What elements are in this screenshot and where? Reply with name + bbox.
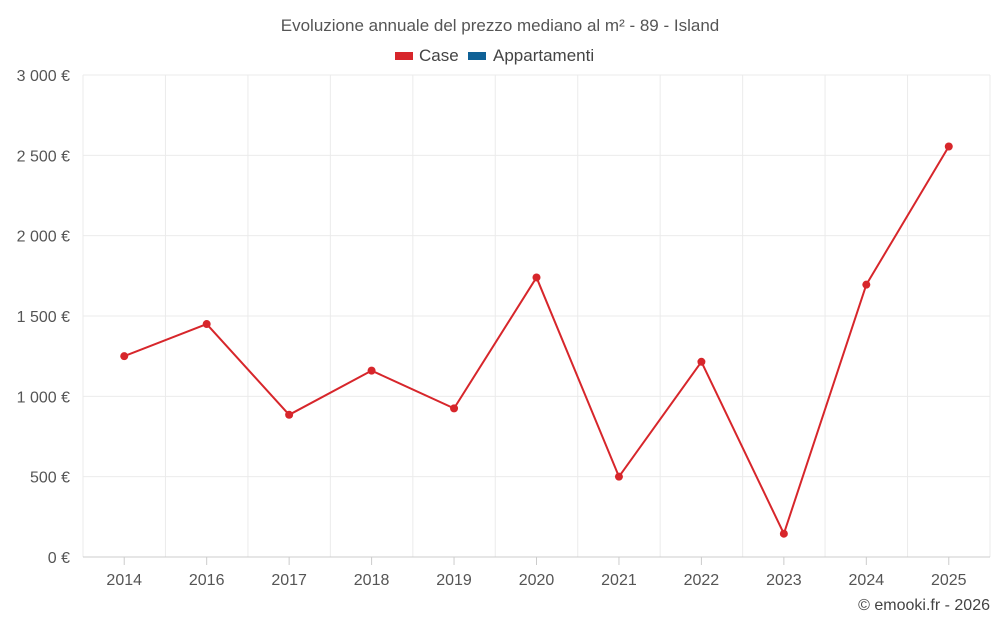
y-tick-label: 3 000 € — [17, 68, 70, 85]
gridlines — [82, 74, 991, 557]
credit-text: © emooki.fr - 2026 — [858, 597, 990, 614]
x-tick-label: 2025 — [931, 572, 967, 589]
data-point[interactable] — [532, 273, 541, 282]
x-tick-label: 2024 — [849, 572, 885, 589]
x-tick-label: 2020 — [519, 572, 555, 589]
legend-item-case[interactable]: Case — [395, 46, 459, 65]
data-point[interactable] — [697, 357, 706, 366]
x-tick-label: 2022 — [684, 572, 720, 589]
legend: Case Appartamenti — [395, 46, 594, 65]
data-point[interactable] — [450, 404, 459, 413]
x-tick-label: 2018 — [354, 572, 390, 589]
data-point[interactable] — [779, 529, 788, 538]
data-point[interactable] — [202, 320, 211, 329]
x-tick-label: 2023 — [766, 572, 802, 589]
y-tick-label: 2 000 € — [17, 229, 70, 246]
y-tick-label: 1 000 € — [17, 389, 70, 406]
chart-title: Evoluzione annuale del prezzo mediano al… — [281, 16, 719, 35]
data-point[interactable] — [120, 352, 129, 361]
data-point[interactable] — [862, 280, 871, 289]
data-point[interactable] — [614, 472, 623, 481]
legend-swatch-appartamenti — [468, 52, 486, 60]
legend-label-appartamenti: Appartamenti — [493, 46, 594, 65]
x-tick-label: 2014 — [106, 572, 142, 589]
data-point[interactable] — [944, 142, 953, 151]
y-tick-label: 500 € — [30, 470, 70, 487]
legend-item-appartamenti[interactable]: Appartamenti — [468, 46, 594, 65]
data-point[interactable] — [285, 410, 294, 419]
x-tick-label: 2019 — [436, 572, 472, 589]
x-tick-label: 2017 — [271, 572, 307, 589]
data-point[interactable] — [367, 366, 376, 375]
plot-area — [120, 142, 953, 538]
y-tick-label: 0 € — [48, 550, 70, 567]
x-tick-label: 2016 — [189, 572, 225, 589]
legend-label-case: Case — [419, 46, 459, 65]
y-tick-label: 2 500 € — [17, 148, 70, 165]
legend-swatch-case — [395, 52, 413, 60]
x-tick-label: 2021 — [601, 572, 637, 589]
y-tick-label: 1 500 € — [17, 309, 70, 326]
x-axis: 2014 2016 2017 2018 2019 2020 2021 2022 2023 2024… — [83, 556, 990, 589]
y-axis: 0 € 500 € 1 000 € 1 500 € 2 000 € 2 500 € 3 00… — [17, 68, 70, 567]
